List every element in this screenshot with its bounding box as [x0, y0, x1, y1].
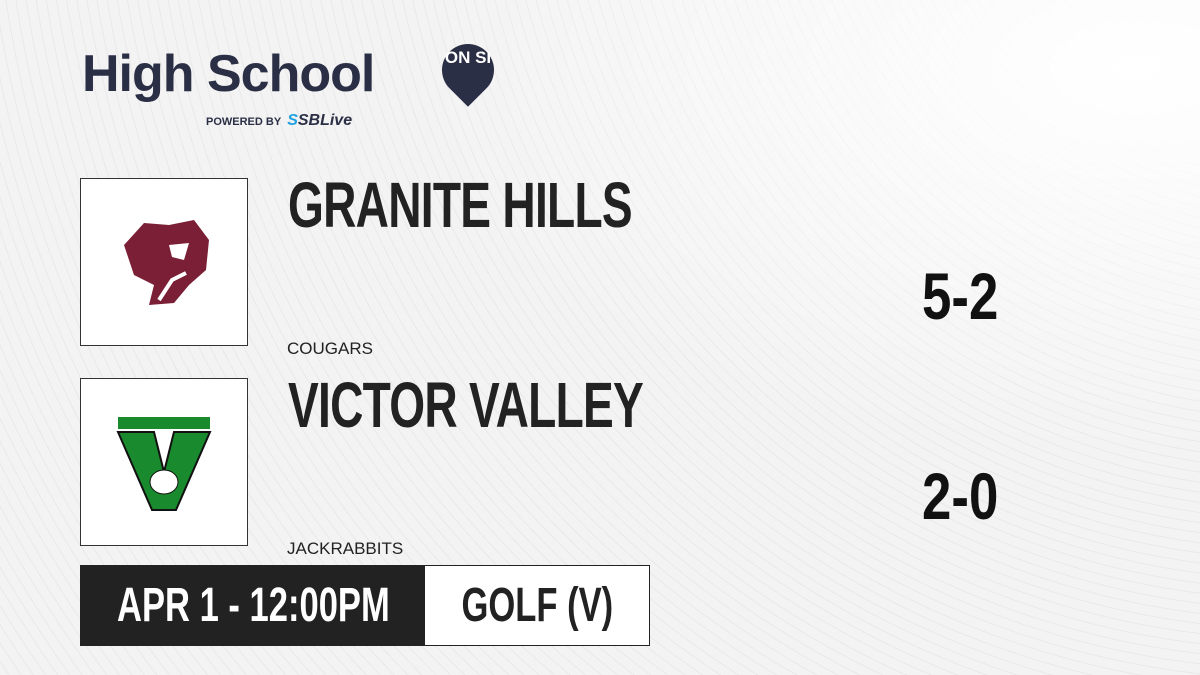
powered-by: POWERED BY SSBLive — [206, 112, 352, 130]
cougar-logo — [80, 178, 248, 346]
away-team-mascot: JACKRABBITS — [287, 539, 404, 558]
home-team-name: GRANITE HILLS — [288, 169, 633, 241]
sblive-text: SBLive — [297, 112, 353, 129]
home-team-score: 5-2 — [922, 259, 999, 333]
game-datetime: APR 1 - 12:00PM — [81, 566, 425, 645]
away-team-name: VICTOR VALLEY — [288, 369, 644, 441]
logo-title: High School — [82, 45, 375, 103]
game-sport-text: GOLF (V) — [461, 579, 613, 632]
home-team-mascot: COUGARS — [287, 339, 373, 358]
logo-badge: ON SI — [444, 48, 492, 67]
high-school-on-si-logo: High School ON SI POWERED BY SSBLive — [82, 33, 505, 129]
game-datetime-text: APR 1 - 12:00PM — [116, 579, 390, 632]
sblive-mark: S — [287, 112, 298, 129]
jackrabbit-v-logo — [80, 378, 248, 546]
game-info-bar: APR 1 - 12:00PM GOLF (V) — [80, 565, 650, 646]
away-team-score: 2-0 — [922, 459, 999, 533]
powered-by-label: POWERED BY — [206, 116, 282, 128]
game-sport: GOLF (V) — [425, 566, 649, 645]
sblive-logo: SSBLive — [287, 112, 352, 129]
